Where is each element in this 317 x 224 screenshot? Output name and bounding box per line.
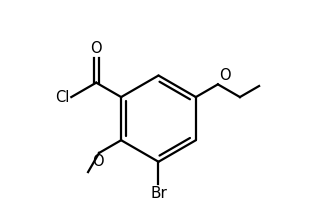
Text: O: O: [219, 68, 231, 83]
Text: O: O: [92, 154, 104, 169]
Text: Cl: Cl: [55, 90, 69, 105]
Text: O: O: [90, 41, 102, 56]
Text: Br: Br: [150, 186, 167, 201]
